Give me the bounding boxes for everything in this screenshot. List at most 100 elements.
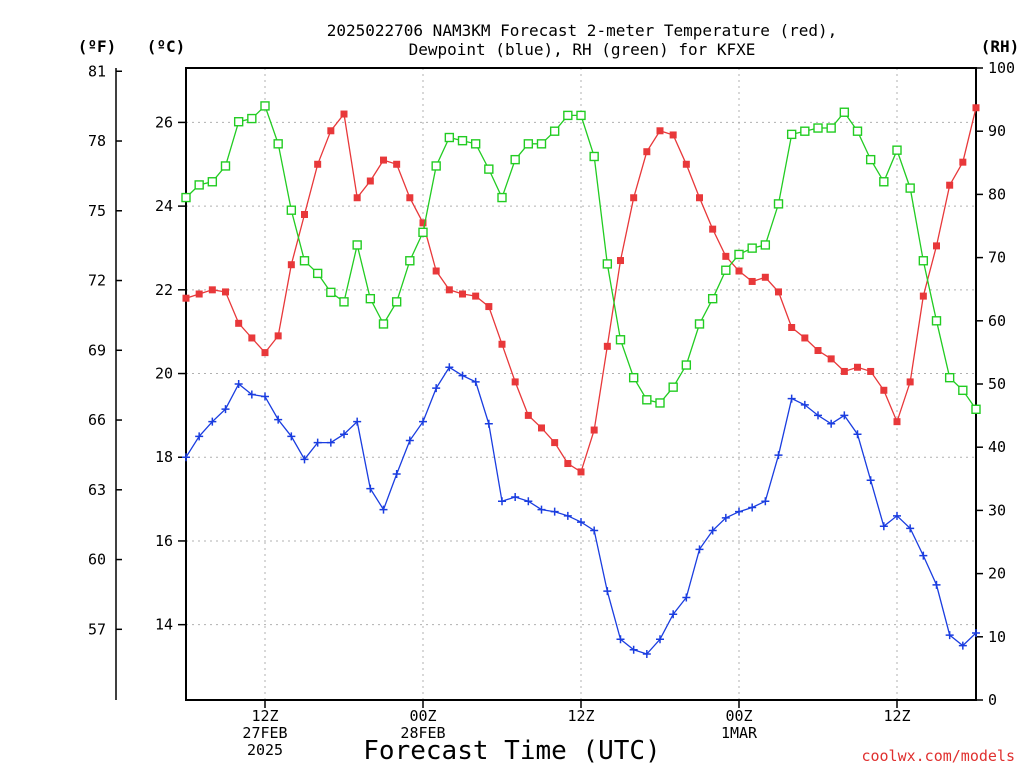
rh-point: [813, 123, 823, 133]
dewpoint-point: [471, 377, 480, 386]
series-dewpoint: [182, 363, 980, 658]
temperature-point: [498, 340, 506, 348]
dewpoint-point: [721, 513, 730, 522]
temperature-point: [301, 210, 308, 218]
rh-point: [220, 161, 231, 171]
x-tick-label: 28FEB: [400, 724, 445, 742]
dewpoint-point: [261, 392, 269, 401]
x-axis-label: Forecast Time (UTC): [363, 736, 660, 766]
temperature-point: [959, 158, 967, 166]
dewpoint-point: [524, 497, 533, 506]
fahrenheit-tick-label: 66: [88, 411, 106, 429]
rh-point: [944, 372, 955, 383]
temperature-point: [775, 288, 782, 296]
rh-point: [391, 297, 402, 307]
x-tick-label: 12Z: [883, 707, 910, 725]
rh-point: [602, 259, 613, 269]
temperature-point: [643, 148, 651, 156]
celsius-tick-label: 14: [155, 616, 173, 634]
dewpoint-point: [326, 438, 335, 447]
rh-point: [444, 132, 455, 143]
temperature-point: [287, 261, 295, 269]
fahrenheit-tick-label: 72: [88, 272, 106, 290]
temperature-point: [419, 219, 427, 227]
x-tick-label: 27FEB: [242, 724, 287, 742]
series-temperature: [182, 104, 980, 476]
temperature-point: [195, 290, 203, 298]
x-tick-label: 00Z: [725, 707, 752, 725]
dewpoint-point: [814, 411, 822, 420]
rh-point: [233, 117, 244, 127]
dewpoint-point: [392, 469, 401, 478]
temperature-point: [933, 242, 940, 250]
dewpoint-point: [735, 507, 743, 516]
temperature-point: [274, 332, 282, 340]
temperature-point: [722, 252, 730, 260]
dewpoint-point: [866, 476, 875, 485]
dewpoint-point: [221, 405, 230, 414]
temperature-point: [590, 426, 598, 434]
rh-point: [958, 385, 968, 396]
dewpoint-point: [353, 417, 362, 426]
dewpoint-point: [945, 631, 954, 640]
rh-point: [642, 395, 652, 405]
fahrenheit-axis-unit: (ºF): [78, 37, 117, 56]
chart-title-line2: Dewpoint (blue), RH (green) for KFXE: [409, 40, 756, 59]
rh-point: [194, 180, 204, 190]
rh-point: [760, 240, 771, 250]
rh-point: [523, 139, 534, 149]
credit-link[interactable]: coolwx.com/models: [861, 747, 1015, 765]
rh-point: [786, 129, 797, 140]
dewpoint-point: [932, 580, 941, 589]
rh-point: [181, 192, 191, 203]
rh-point: [839, 107, 850, 117]
dewpoint-point: [629, 645, 638, 654]
temperature-point: [353, 194, 361, 202]
rh-point: [431, 161, 441, 171]
temperature-point: [327, 127, 335, 135]
fahrenheit-tick-label: 60: [88, 551, 106, 569]
rh-point: [615, 335, 626, 345]
gridlines: [186, 68, 976, 700]
temperature-point: [366, 177, 374, 185]
temperature-point: [603, 342, 611, 350]
rh-tick-label: 20: [988, 565, 1006, 583]
x-tick-label: 2025: [247, 741, 283, 759]
rh-point: [681, 360, 692, 370]
dewpoint-point: [195, 432, 204, 441]
temperature-point: [182, 294, 190, 302]
dewpoint-point: [550, 507, 559, 516]
temperature-point: [248, 334, 256, 342]
fahrenheit-tick-label: 75: [88, 202, 106, 220]
temperature-point: [827, 355, 835, 363]
temperature-point: [735, 267, 743, 275]
temperature-point: [788, 323, 796, 331]
temperature-point: [340, 110, 348, 118]
rh-point: [628, 372, 639, 383]
fahrenheit-tick-label: 69: [88, 341, 106, 359]
temperature-point: [880, 386, 888, 394]
dewpoint-point: [366, 484, 375, 493]
dewpoint-point: [919, 551, 928, 560]
temperature-point: [314, 160, 322, 168]
rh-tick-label: 40: [988, 438, 1006, 456]
rh-point: [773, 199, 784, 209]
temperature-point: [564, 460, 572, 468]
dewpoint-point: [972, 629, 980, 638]
rh-point: [378, 319, 389, 329]
rh-point: [339, 297, 349, 307]
rh-point: [497, 192, 507, 203]
dewpoint-point: [537, 505, 546, 514]
rh-point: [971, 404, 981, 414]
rh-point: [260, 101, 270, 111]
dewpoint-point: [577, 518, 585, 527]
temperature-point: [761, 273, 769, 281]
rh-axis-unit: (RH): [981, 37, 1020, 56]
dewpoint-point: [695, 545, 704, 554]
dewpoint-point: [458, 371, 467, 380]
dewpoint-point: [405, 436, 414, 445]
dewpoint-point: [958, 641, 967, 650]
celsius-tick-label: 20: [155, 365, 173, 383]
temperature-point: [946, 181, 954, 189]
